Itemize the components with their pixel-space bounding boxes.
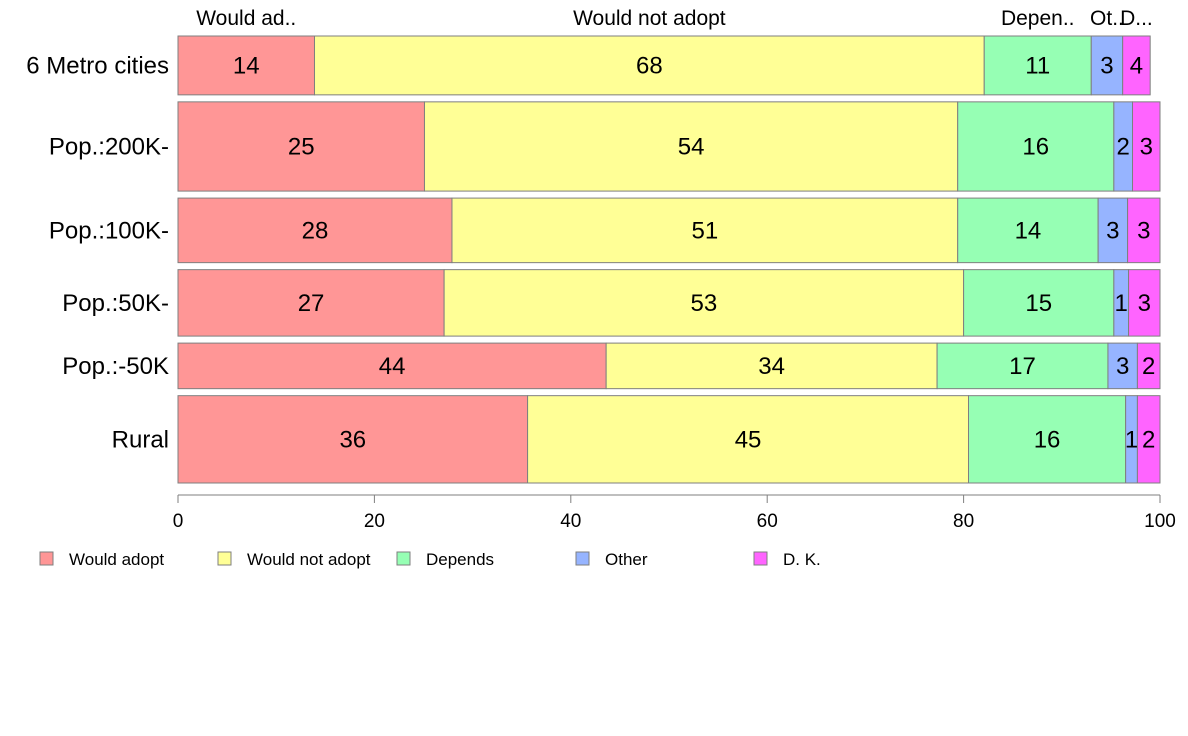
x-tick-label: 100: [1144, 511, 1176, 532]
data-label-pop-200k-d-k: 3: [1140, 133, 1153, 160]
legend-label-other: Other: [605, 550, 648, 569]
bar-rural-would-not-adopt: [527, 395, 970, 484]
bar-rural-depends: [968, 395, 1127, 484]
legend-swatch-other: [575, 551, 590, 566]
legend-label-depends: Depends: [426, 550, 494, 569]
bar-pop-200k-would-not-adopt: [423, 101, 959, 192]
category-label-pop-200k: Pop.:200K-: [49, 133, 169, 160]
category-labels: 6 Metro cities Pop.:200K- Pop.:100K- Pop.:5…: [26, 52, 169, 453]
header-label-depends: Depen..: [1001, 7, 1075, 30]
header-label-would-adopt: Would ad..: [196, 7, 296, 30]
x-tick-label: 60: [757, 511, 778, 532]
data-label-rural-would-adopt: 36: [339, 426, 366, 453]
data-label-pop-50k-d-k: 3: [1138, 290, 1151, 317]
bar-pop-200k-would-adopt: [177, 101, 425, 192]
data-label-pop-50k-depends: 15: [1025, 290, 1052, 317]
data-label-pop-100k-would-adopt: 28: [302, 217, 329, 244]
data-label-rural-depends: 16: [1034, 426, 1061, 453]
header-label-other: Ot..: [1090, 7, 1124, 30]
bar-6-metro-cities-would-not-adopt: [313, 35, 985, 96]
x-tick-label: 40: [560, 511, 581, 532]
bar-pop-200k-depends: [957, 101, 1115, 192]
data-label-6-metro-cities-other: 3: [1100, 52, 1113, 79]
bar-pop-50k-depends: [936, 342, 1109, 390]
bar-pop-100k-depends: [957, 197, 1099, 264]
legend: Would adopt Would not adopt Depends Other D.…: [39, 550, 821, 569]
bar-pop-100k-would-adopt: [177, 197, 453, 264]
header-label-d-k: D...: [1120, 7, 1153, 30]
data-label-pop-100k-depends: 14: [1015, 217, 1042, 244]
data-label-pop-100k-other: 3: [1106, 217, 1119, 244]
bar-pop-100k-d-k: [1127, 197, 1161, 264]
data-label-rural-d-k: 2: [1142, 426, 1155, 453]
bar-pop-50k-would-adopt: [177, 269, 445, 337]
category-label-6-metro-cities: 6 Metro cities: [26, 52, 169, 79]
bar-rural-d-k: [1136, 395, 1161, 484]
bar-pop-50k-d-k: [1128, 269, 1161, 337]
data-label-pop-50k-would-not-adopt: 34: [758, 353, 785, 380]
data-label-rural-other: 1: [1125, 426, 1138, 453]
data-label-6-metro-cities-would-adopt: 14: [233, 52, 260, 79]
data-label-pop-50k-depends: 17: [1009, 353, 1036, 380]
legend-swatch-d-k: [753, 551, 768, 566]
data-label-pop-200k-would-not-adopt: 54: [678, 133, 705, 160]
category-label-rural: Rural: [112, 426, 169, 453]
data-label-6-metro-cities-depends: 11: [1025, 52, 1050, 79]
data-label-pop-50k-would-adopt: 27: [298, 290, 325, 317]
data-label-pop-200k-other: 2: [1116, 133, 1129, 160]
x-tick-label: 20: [364, 511, 385, 532]
data-label-pop-50k-would-not-adopt: 53: [691, 290, 718, 317]
data-label-rural-would-not-adopt: 45: [735, 426, 762, 453]
x-axis: 0 20 40 60 80 100: [173, 494, 1176, 532]
legend-label-would-adopt: Would adopt: [69, 550, 164, 569]
bars-group: 14 68 11 3 425 54 16 2 328 51 14 3 327 53 15 1 344 34 17 3 2…: [177, 35, 1161, 484]
data-label-6-metro-cities-would-not-adopt: 68: [636, 52, 663, 79]
bar-pop-100k-would-not-adopt: [451, 197, 959, 264]
legend-swatch-depends: [396, 551, 411, 566]
bar-pop-100k-other: [1097, 197, 1129, 264]
bar-pop-50k-d-k: [1136, 342, 1161, 390]
data-label-pop-50k-d-k: 2: [1142, 353, 1155, 380]
x-tick-label: 80: [953, 511, 974, 532]
category-label-pop-50k: Pop.:50K-: [62, 290, 169, 317]
bar-6-metro-cities-would-adopt: [177, 35, 315, 96]
column-headers: Would ad.. Would not adopt Depen.. Ot..D...: [196, 7, 1153, 30]
bar-6-metro-cities-depends: [983, 35, 1092, 96]
legend-label-d-k: D. K.: [783, 550, 821, 569]
bar-rural-would-adopt: [177, 395, 529, 484]
header-label-would-not-adopt: Would not adopt: [573, 7, 726, 30]
data-label-pop-200k-depends: 16: [1022, 133, 1049, 160]
data-label-6-metro-cities-d-k: 4: [1130, 52, 1143, 79]
category-label-pop-100k: Pop.:100K-: [49, 217, 169, 244]
data-label-pop-100k-would-not-adopt: 51: [691, 217, 718, 244]
bar-pop-50k-depends: [963, 269, 1115, 337]
data-label-pop-50k-other: 1: [1115, 290, 1128, 317]
legend-label-would-not-adopt: Would not adopt: [247, 550, 371, 569]
data-label-pop-50k-would-adopt: 44: [379, 353, 406, 380]
category-label-pop-50k: Pop.:-50K: [62, 353, 169, 380]
data-label-pop-100k-d-k: 3: [1137, 217, 1150, 244]
bar-6-metro-cities-d-k: [1122, 35, 1151, 96]
bar-pop-200k-d-k: [1132, 101, 1161, 192]
legend-swatch-would-not-adopt: [217, 551, 232, 566]
bar-pop-50k-would-not-adopt: [443, 269, 965, 337]
legend-swatch-would-adopt: [39, 551, 54, 566]
x-tick-label: 0: [173, 511, 184, 532]
data-label-pop-50k-other: 3: [1116, 353, 1129, 380]
data-label-pop-200k-would-adopt: 25: [288, 133, 315, 160]
